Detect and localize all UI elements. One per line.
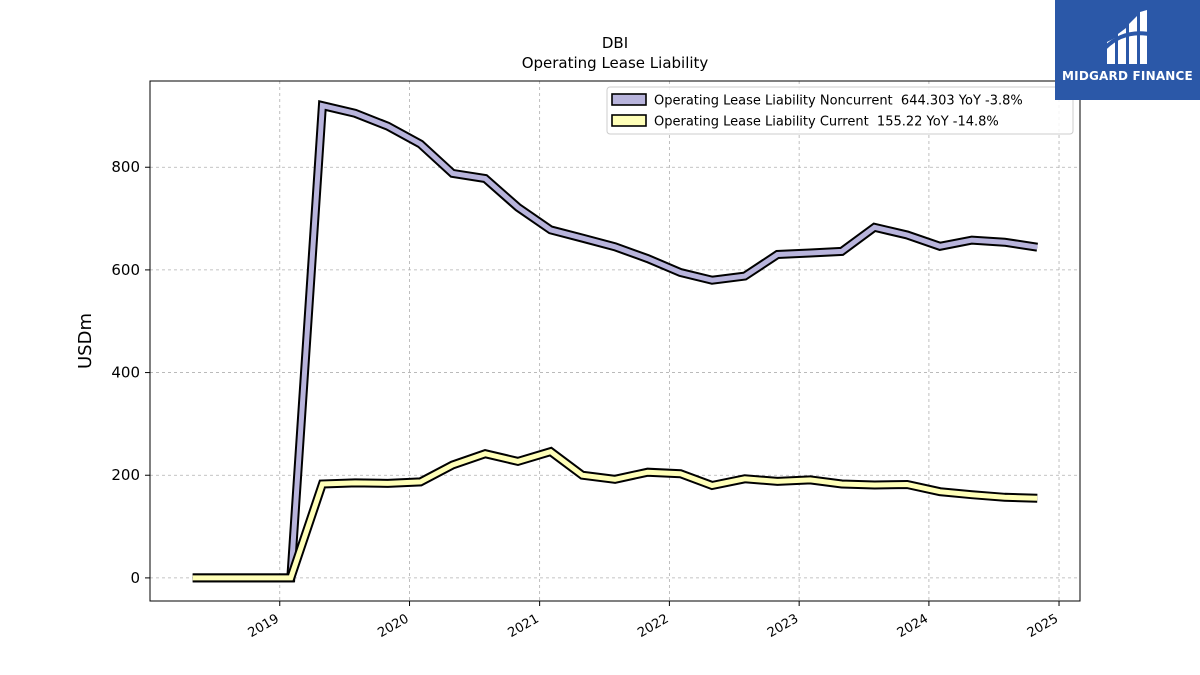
- grid: [150, 81, 1080, 601]
- y-axis-label: USDm: [75, 313, 96, 369]
- legend-label-noncurrent: Operating Lease Liability Noncurrent 644…: [654, 94, 1023, 109]
- legend-frame: [606, 86, 1074, 135]
- chart-subtitle: Operating Lease Liability: [522, 54, 709, 72]
- y-tick-label: 200: [111, 466, 140, 484]
- logo-text: MIDGARD FINANCE: [1062, 69, 1193, 83]
- y-tick-label: 0: [130, 569, 140, 587]
- series-layer: [192, 100, 1038, 583]
- x-tick-label: 2024: [895, 611, 931, 641]
- x-tick-label: 2020: [375, 611, 411, 641]
- series-line-0: [192, 102, 1038, 581]
- midgard-finance-logo: MIDGARD FINANCE: [1055, 0, 1200, 100]
- legend-swatch-noncurrent: [611, 93, 647, 106]
- x-tick-label: 2025: [1025, 611, 1061, 641]
- logo-mark-icon: [1103, 10, 1150, 64]
- legend-swatch-current: [611, 114, 647, 127]
- series-line-1: [192, 448, 1038, 581]
- x-tick-label: 2022: [635, 611, 671, 641]
- x-tick-label: 2019: [246, 611, 282, 641]
- series-outline-1: [192, 446, 1038, 583]
- y-tick-label: 600: [111, 261, 140, 279]
- legend: Operating Lease Liability Noncurrent 644…: [606, 86, 1074, 135]
- plot-frame: [149, 80, 1081, 602]
- legend-label-current: Operating Lease Liability Current 155.22…: [654, 115, 999, 130]
- y-tick-label: 400: [111, 364, 140, 382]
- chart-title: DBI: [602, 34, 628, 52]
- y-tick-label: 800: [111, 158, 140, 176]
- ticks: 0 200 400 600 800 2019 2020 2021 2022 2023 2024 202…: [111, 158, 1061, 641]
- x-tick-label: 2023: [765, 611, 801, 641]
- x-tick-label: 2021: [505, 611, 541, 641]
